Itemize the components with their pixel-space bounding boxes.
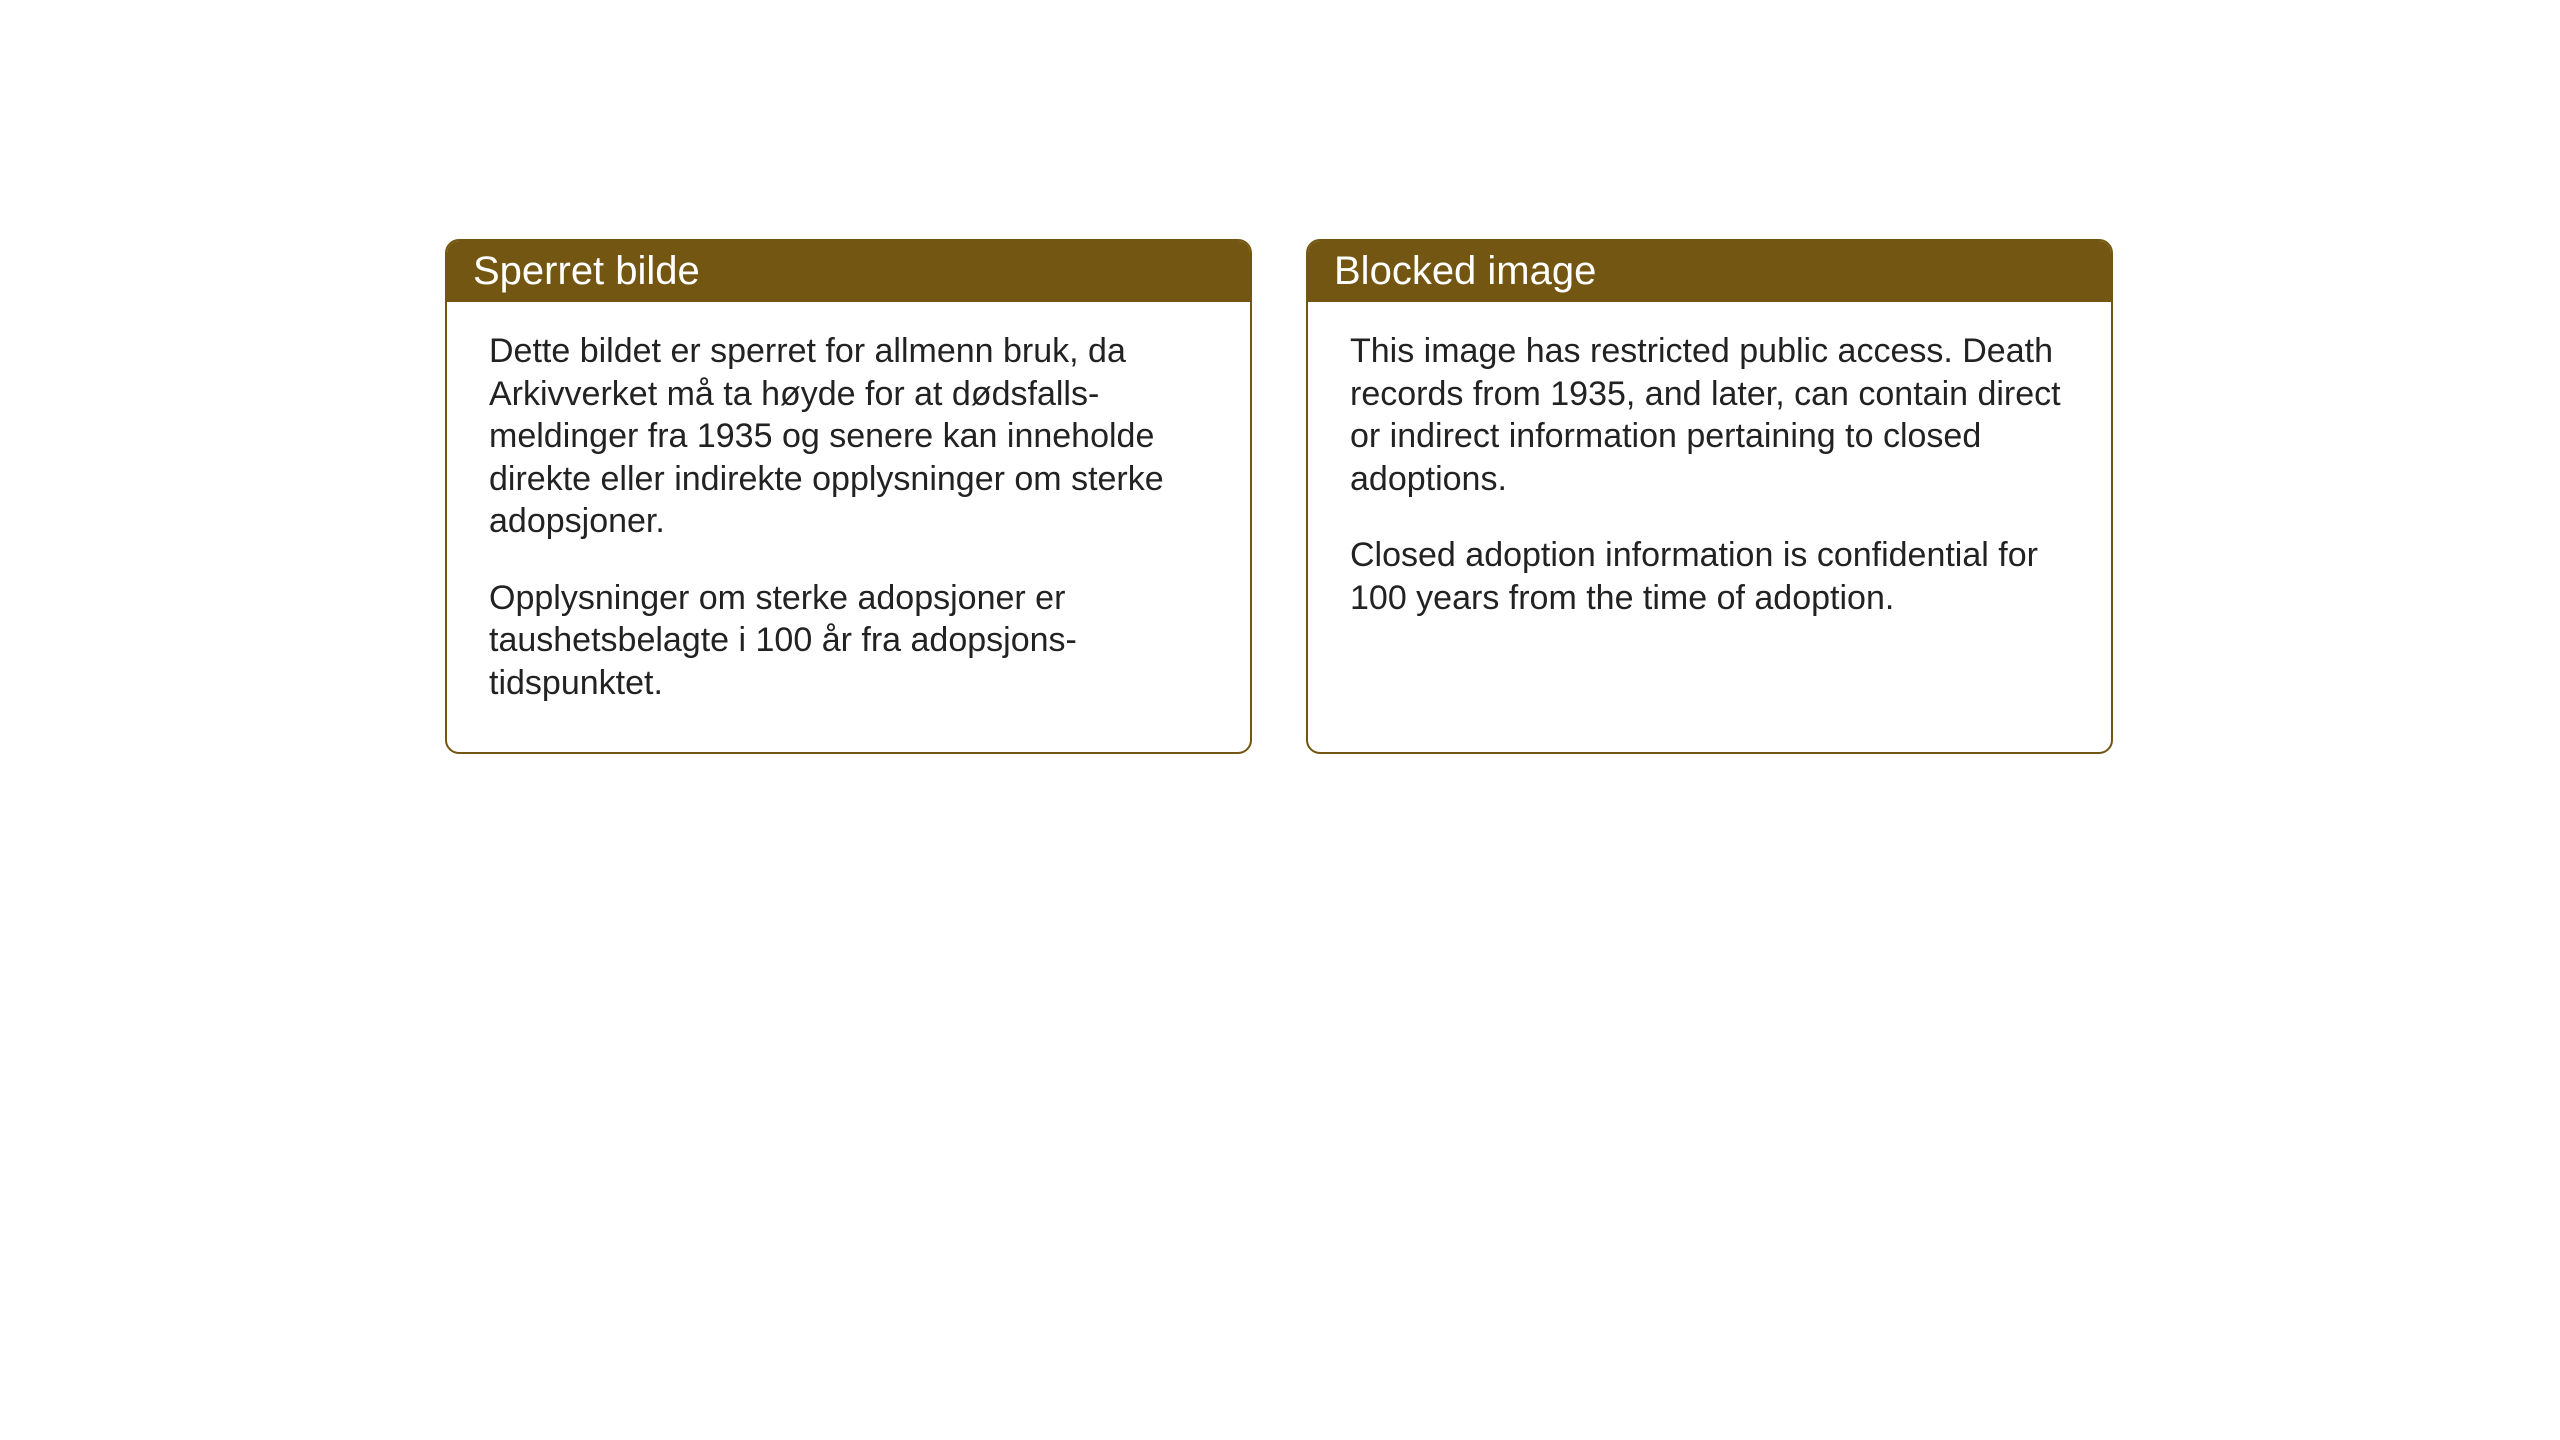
cards-container: Sperret bilde Dette bildet er sperret fo… [445,239,2113,754]
card-paragraph-1-english: This image has restricted public access.… [1350,330,2069,500]
card-paragraph-1-norwegian: Dette bildet er sperret for allmenn bruk… [489,330,1208,543]
card-paragraph-2-english: Closed adoption information is confident… [1350,534,2069,619]
card-header-norwegian: Sperret bilde [447,241,1250,302]
card-header-english: Blocked image [1308,241,2111,302]
card-title-english: Blocked image [1334,249,1596,293]
card-paragraph-2-norwegian: Opplysninger om sterke adopsjoner er tau… [489,577,1208,705]
card-english: Blocked image This image has restricted … [1306,239,2113,754]
card-body-norwegian: Dette bildet er sperret for allmenn bruk… [447,302,1250,752]
card-title-norwegian: Sperret bilde [473,249,700,293]
card-body-english: This image has restricted public access.… [1308,302,2111,667]
card-norwegian: Sperret bilde Dette bildet er sperret fo… [445,239,1252,754]
